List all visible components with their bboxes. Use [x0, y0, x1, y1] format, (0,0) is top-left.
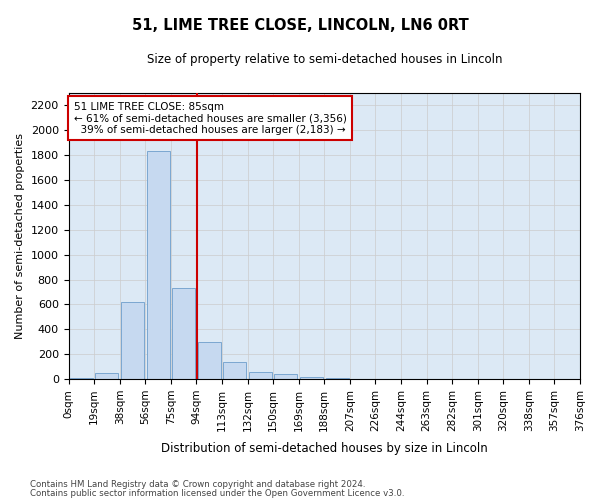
X-axis label: Distribution of semi-detached houses by size in Lincoln: Distribution of semi-detached houses by …	[161, 442, 488, 455]
Bar	[223, 362, 246, 379]
Bar	[70, 378, 93, 379]
Y-axis label: Number of semi-detached properties: Number of semi-detached properties	[15, 133, 25, 339]
Bar	[249, 372, 272, 379]
Bar	[95, 373, 118, 379]
Bar	[121, 302, 144, 379]
Bar	[274, 374, 298, 379]
Bar	[197, 342, 221, 379]
Text: Contains HM Land Registry data © Crown copyright and database right 2024.: Contains HM Land Registry data © Crown c…	[30, 480, 365, 489]
Text: 51 LIME TREE CLOSE: 85sqm
← 61% of semi-detached houses are smaller (3,356)
  39: 51 LIME TREE CLOSE: 85sqm ← 61% of semi-…	[74, 102, 347, 135]
Text: 51, LIME TREE CLOSE, LINCOLN, LN6 0RT: 51, LIME TREE CLOSE, LINCOLN, LN6 0RT	[131, 18, 469, 32]
Title: Size of property relative to semi-detached houses in Lincoln: Size of property relative to semi-detach…	[146, 52, 502, 66]
Bar	[300, 377, 323, 379]
Bar	[146, 152, 170, 379]
Bar	[326, 378, 349, 379]
Text: Contains public sector information licensed under the Open Government Licence v3: Contains public sector information licen…	[30, 488, 404, 498]
Bar	[172, 288, 195, 379]
